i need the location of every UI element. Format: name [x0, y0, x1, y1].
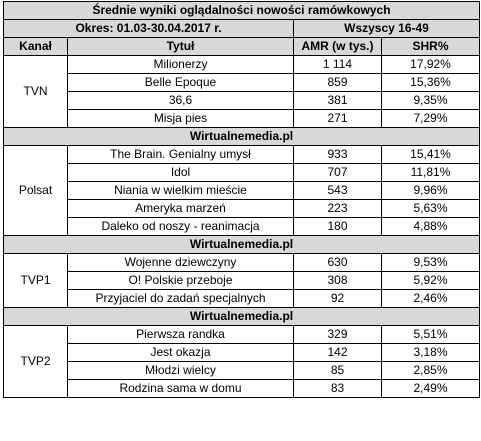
source-label: Wirtualnemedia.pl — [4, 128, 480, 146]
shr-cell: 4,88% — [382, 218, 480, 236]
shr-cell: 15,41% — [382, 146, 480, 164]
amr-cell: 85 — [294, 362, 382, 380]
shr-cell: 9,35% — [382, 92, 480, 110]
source-label: Wirtualnemedia.pl — [4, 236, 480, 254]
program-title-cell: Wojenne dziewczyny — [68, 254, 294, 272]
amr-cell: 142 — [294, 344, 382, 362]
header-row: Kanał Tytuł AMR (w tys.) SHR% — [4, 38, 480, 56]
program-title-cell: Rodzina sama w domu — [68, 380, 294, 398]
shr-cell: 3,18% — [382, 344, 480, 362]
table-row: Przyjaciel do zadań specjalnych 92 2,46% — [4, 290, 480, 308]
table-row: Ameryka marzeń 223 5,63% — [4, 200, 480, 218]
table-title: Średnie wyniki oglądalności nowości ramó… — [4, 2, 480, 20]
amr-cell: 933 — [294, 146, 382, 164]
ratings-table-container: Średnie wyniki oglądalności nowości ramó… — [3, 1, 480, 398]
table-row: Niania w wielkim mieście 543 9,96% — [4, 182, 480, 200]
channel-cell: TVP1 — [4, 254, 68, 308]
shr-cell: 15,36% — [382, 74, 480, 92]
header-title: Tytuł — [68, 38, 294, 56]
table-row: Młodzi wielcy 85 2,85% — [4, 362, 480, 380]
program-title-cell: Niania w wielkim mieście — [68, 182, 294, 200]
source-row: Wirtualnemedia.pl — [4, 128, 480, 146]
period-row: Okres: 01.03-30.04.2017 r. Wszyscy 16-49 — [4, 20, 480, 38]
period-label: Okres: 01.03-30.04.2017 r. — [4, 20, 294, 38]
amr-cell: 308 — [294, 272, 382, 290]
title-row: Średnie wyniki oglądalności nowości ramó… — [4, 2, 480, 20]
table-row: TVN Milionerzy 1 114 17,92% — [4, 56, 480, 74]
shr-cell: 11,81% — [382, 164, 480, 182]
program-title-cell: Daleko od noszy - reanimacja — [68, 218, 294, 236]
program-title-cell: Pierwsza randka — [68, 326, 294, 344]
ratings-table: Średnie wyniki oglądalności nowości ramó… — [3, 1, 480, 398]
amr-cell: 707 — [294, 164, 382, 182]
shr-cell: 9,53% — [382, 254, 480, 272]
table-row: Daleko od noszy - reanimacja 180 4,88% — [4, 218, 480, 236]
amr-cell: 223 — [294, 200, 382, 218]
amr-cell: 329 — [294, 326, 382, 344]
amr-cell: 859 — [294, 74, 382, 92]
shr-cell: 2,49% — [382, 380, 480, 398]
table-row: TVP1 Wojenne dziewczyny 630 9,53% — [4, 254, 480, 272]
table-row: Polsat The Brain. Genialny umysł 933 15,41% — [4, 146, 480, 164]
amr-cell: 180 — [294, 218, 382, 236]
program-title-cell: Belle Epoque — [68, 74, 294, 92]
table-row: O! Polskie przeboje 308 5,92% — [4, 272, 480, 290]
shr-cell: 2,46% — [382, 290, 480, 308]
program-title-cell: Przyjaciel do zadań specjalnych — [68, 290, 294, 308]
program-title-cell: Młodzi wielcy — [68, 362, 294, 380]
amr-cell: 83 — [294, 380, 382, 398]
header-amr: AMR (w tys.) — [294, 38, 382, 56]
program-title-cell: Jest okazja — [68, 344, 294, 362]
program-title-cell: Idol — [68, 164, 294, 182]
source-row: Wirtualnemedia.pl — [4, 308, 480, 326]
table-row: Idol 707 11,81% — [4, 164, 480, 182]
amr-cell: 1 114 — [294, 56, 382, 74]
ratings-table-body: Średnie wyniki oglądalności nowości ramó… — [4, 2, 480, 398]
table-row: 36,6 381 9,35% — [4, 92, 480, 110]
header-shr: SHR% — [382, 38, 480, 56]
program-title-cell: 36,6 — [68, 92, 294, 110]
channel-cell: TVP2 — [4, 326, 68, 398]
shr-cell: 5,51% — [382, 326, 480, 344]
amr-cell: 381 — [294, 92, 382, 110]
table-row: Rodzina sama w domu 83 2,49% — [4, 380, 480, 398]
shr-cell: 5,92% — [382, 272, 480, 290]
program-title-cell: Misja pies — [68, 110, 294, 128]
program-title-cell: Milionerzy — [68, 56, 294, 74]
shr-cell: 7,29% — [382, 110, 480, 128]
program-title-cell: Ameryka marzeń — [68, 200, 294, 218]
table-row: Belle Epoque 859 15,36% — [4, 74, 480, 92]
table-row: TVP2 Pierwsza randka 329 5,51% — [4, 326, 480, 344]
channel-cell: Polsat — [4, 146, 68, 236]
shr-cell: 17,92% — [382, 56, 480, 74]
channel-cell: TVN — [4, 56, 68, 128]
shr-cell: 9,96% — [382, 182, 480, 200]
table-row: Jest okazja 142 3,18% — [4, 344, 480, 362]
source-row: Wirtualnemedia.pl — [4, 236, 480, 254]
source-label: Wirtualnemedia.pl — [4, 308, 480, 326]
amr-cell: 271 — [294, 110, 382, 128]
amr-cell: 543 — [294, 182, 382, 200]
table-row: Misja pies 271 7,29% — [4, 110, 480, 128]
audience-label: Wszyscy 16-49 — [294, 20, 480, 38]
program-title-cell: O! Polskie przeboje — [68, 272, 294, 290]
shr-cell: 5,63% — [382, 200, 480, 218]
header-channel: Kanał — [4, 38, 68, 56]
program-title-cell: The Brain. Genialny umysł — [68, 146, 294, 164]
amr-cell: 92 — [294, 290, 382, 308]
amr-cell: 630 — [294, 254, 382, 272]
shr-cell: 2,85% — [382, 362, 480, 380]
